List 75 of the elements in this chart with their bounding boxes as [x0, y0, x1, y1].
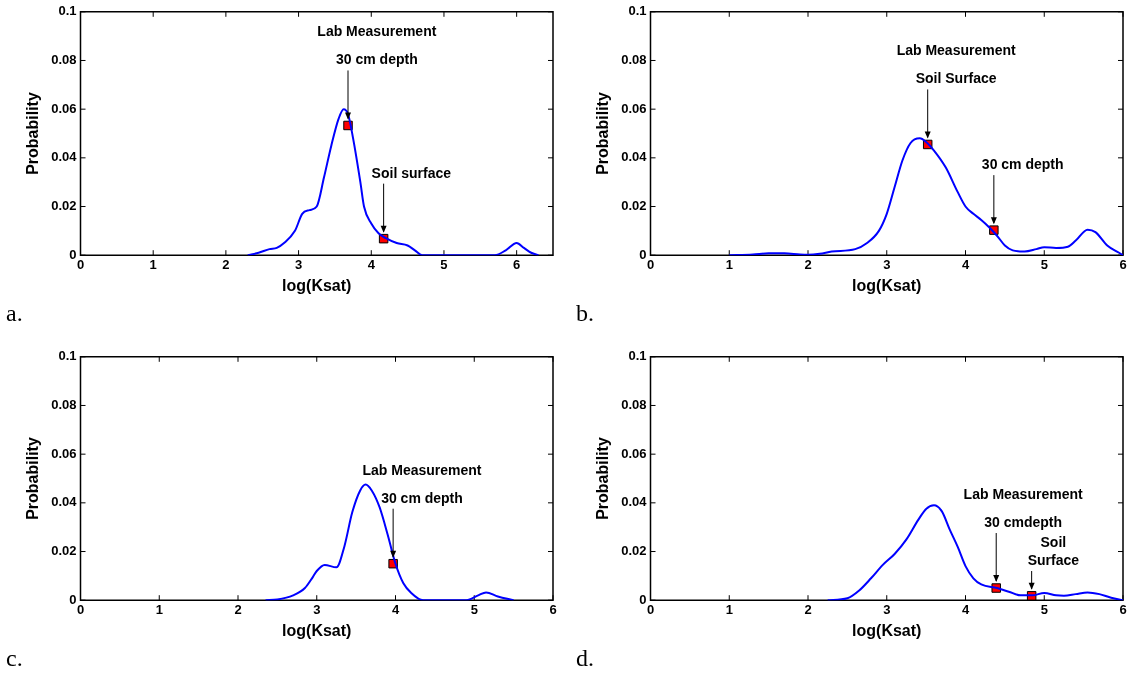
x-tick-label: 2	[222, 256, 230, 272]
x-tick-label: 5	[1040, 601, 1048, 617]
x-axis-title: log(Ksat)	[282, 276, 352, 294]
y-tick-label: 0.06	[621, 445, 647, 461]
annotation: Lab Measurement	[362, 461, 482, 478]
x-tick-label: 4	[391, 601, 400, 617]
y-tick-label: 0	[69, 591, 77, 607]
x-tick-label: 1	[149, 256, 157, 272]
x-axis-title: log(Ksat)	[852, 276, 922, 294]
annotation: Lab Measurement	[317, 23, 437, 40]
annotation: 30 cm depth	[981, 156, 1064, 173]
y-tick-label: 0.08	[621, 397, 647, 413]
y-tick-label: 0.02	[51, 198, 77, 214]
text: d.	[576, 645, 594, 672]
y-tick-label: 0	[69, 246, 77, 262]
x-tick-label: 3	[313, 601, 321, 617]
y-tick-label: 0.04	[51, 494, 78, 510]
y-tick-label: 0.1	[628, 3, 647, 19]
annotation: Soil surface	[371, 164, 452, 181]
y-tick-label: 0.1	[628, 348, 647, 364]
text: a.	[6, 300, 23, 327]
y-tick-label: 0.08	[51, 397, 77, 413]
y-tick-label: 0.06	[51, 445, 77, 461]
x-axis-title: log(Ksat)	[852, 621, 922, 639]
y-tick-label: 0.02	[51, 543, 77, 559]
x-tick-label: 3	[294, 256, 303, 272]
text: b.	[576, 300, 594, 327]
x-tick-label: 3	[883, 601, 891, 617]
x-tick-label: 6	[513, 256, 521, 272]
x-tick-label: 4	[961, 601, 970, 617]
annotation: Soil Surface	[915, 70, 997, 87]
annotation: Lab Measurement	[896, 42, 1017, 59]
annotation: Lab Measurement	[963, 486, 1083, 503]
x-axis-title: log(Ksat)	[282, 621, 352, 639]
x-tick-label: 2	[804, 256, 812, 272]
x-tick-label: 3	[883, 256, 891, 272]
x-tick-label: 1	[725, 601, 733, 617]
x-tick-label: 6	[1119, 601, 1127, 617]
y-tick-label: 0.04	[621, 149, 648, 165]
y-axis-title: Probability	[594, 92, 612, 175]
y-tick-label: 0.1	[58, 3, 77, 19]
y-axis-title: Probability	[594, 437, 612, 520]
annotation: Soil Surface	[1027, 534, 1080, 569]
x-tick-label: 1	[725, 256, 733, 272]
y-tick-label: 0	[639, 246, 647, 262]
y-axis-title: Probability	[24, 437, 42, 520]
x-tick-label: 5	[470, 601, 478, 617]
x-tick-label: 5	[1040, 256, 1048, 272]
y-tick-label: 0.04	[621, 494, 648, 510]
line-series	[728, 137, 1123, 256]
line-series	[826, 504, 1123, 601]
x-tick-label: 1	[155, 601, 163, 617]
y-tick-label: 0.06	[621, 100, 647, 116]
y-tick-label: 0.04	[51, 149, 78, 165]
y-tick-label: 0.1	[58, 348, 77, 364]
y-tick-label: 0	[639, 591, 647, 607]
text: c.	[6, 645, 23, 672]
y-tick-label: 0.08	[51, 52, 77, 68]
x-tick-label: 4	[961, 256, 970, 272]
x-tick-label: 6	[1119, 256, 1127, 272]
y-tick-label: 0.02	[621, 543, 647, 559]
x-tick-label: 4	[367, 256, 376, 272]
line-series	[264, 483, 515, 601]
annotation: 30 cmdepth	[984, 514, 1063, 531]
y-tick-label: 0.06	[51, 100, 77, 116]
y-tick-label: 0.02	[621, 198, 647, 214]
annotation: 30 cm depth	[336, 51, 418, 68]
line-series	[246, 108, 540, 256]
y-tick-label: 0.08	[621, 52, 647, 68]
annotation: 30 cm depth	[381, 489, 463, 506]
x-tick-label: 5	[440, 256, 448, 272]
x-tick-label: 6	[549, 601, 557, 617]
y-axis-title: Probability	[24, 92, 42, 175]
x-tick-label: 2	[234, 601, 242, 617]
x-tick-label: 2	[804, 601, 812, 617]
